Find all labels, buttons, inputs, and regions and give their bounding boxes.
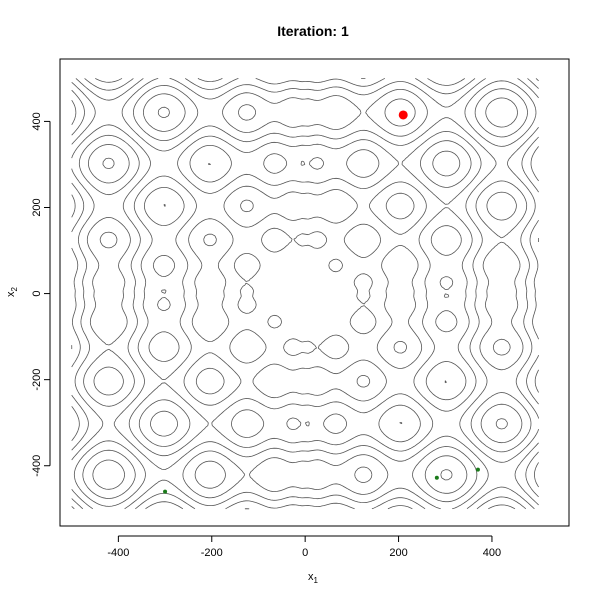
y-tick-label: -400 bbox=[31, 455, 43, 477]
x-axis-label: x1 bbox=[308, 571, 319, 585]
y-axis-label: x2 bbox=[5, 286, 19, 297]
contour-level bbox=[157, 97, 518, 430]
y-tick-label: 400 bbox=[31, 112, 43, 130]
contour-level bbox=[82, 78, 539, 499]
contour-level bbox=[92, 157, 453, 490]
contour-level bbox=[71, 78, 539, 510]
contour-level bbox=[71, 80, 537, 510]
x-tick-label: 400 bbox=[483, 547, 501, 559]
y-tick-label: 0 bbox=[31, 291, 43, 297]
y-tick-label: 200 bbox=[31, 198, 43, 216]
chart-title: Iteration: 1 bbox=[277, 23, 349, 39]
y-axis: -400 -200 0 200 400 bbox=[31, 112, 51, 477]
x-axis: -400 -200 0 200 400 bbox=[107, 535, 501, 559]
x-tick-label: 200 bbox=[389, 547, 407, 559]
x-tick-label: -400 bbox=[107, 547, 129, 559]
x-tick-label: 0 bbox=[302, 547, 308, 559]
contour-level bbox=[71, 88, 528, 510]
data-points bbox=[163, 110, 480, 494]
population-point-marker bbox=[434, 475, 439, 480]
contour-level bbox=[73, 78, 539, 507]
x-tick-label: -200 bbox=[201, 547, 223, 559]
y-tick-label: -200 bbox=[31, 369, 43, 391]
population-point-marker bbox=[475, 467, 480, 472]
population-point-marker bbox=[163, 489, 168, 494]
best-point-marker bbox=[398, 110, 408, 120]
contour-level bbox=[71, 78, 539, 510]
plot-frame bbox=[59, 58, 570, 527]
contour-lines bbox=[71, 78, 539, 510]
